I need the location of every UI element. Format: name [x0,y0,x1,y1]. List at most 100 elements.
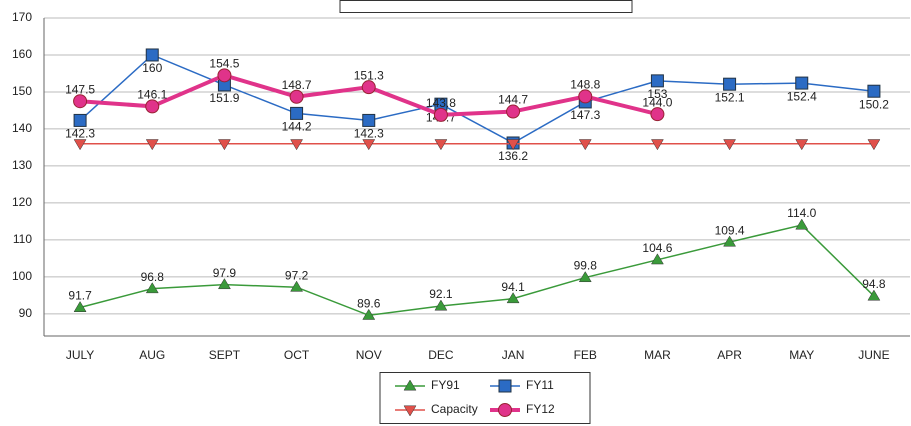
data-point [290,280,304,292]
y-tick-label: 150 [12,84,32,98]
x-tick-label: MAR [644,348,671,362]
legend-marker [403,379,417,391]
series-line [79,224,875,317]
data-label: 96.8 [141,270,165,284]
data-label: 150.2 [859,97,889,111]
data-label: 143.8 [426,96,456,110]
x-tick-label: JUNE [858,348,889,362]
data-point [217,139,231,151]
data-point [795,139,809,151]
legend-marker [498,379,512,393]
x-tick-label: MAY [789,348,814,362]
data-label: 148.7 [282,78,312,92]
data-point [362,308,376,320]
data-point [578,271,592,283]
data-label: 151.9 [209,91,239,105]
data-point [506,104,521,119]
data-label: 151.3 [354,68,384,82]
legend-label: Capacity [431,402,478,416]
data-label: 147.3 [570,108,600,122]
data-label: 152.1 [715,90,745,104]
data-label: 142.3 [354,127,384,141]
data-point [867,139,881,151]
data-point [73,139,87,151]
data-label: 94.8 [862,277,886,291]
data-point [362,113,376,127]
data-point [650,253,664,265]
series-line [79,54,875,144]
x-tick-label: FEB [574,348,597,362]
x-tick-label: JULY [66,348,94,362]
data-point [650,139,664,151]
data-label: 153 [647,87,667,101]
data-point [650,107,665,122]
data-point [723,77,737,91]
data-point [433,107,448,122]
data-point [289,89,304,104]
data-label: 154.5 [209,56,239,70]
data-point [362,139,376,151]
data-label: 94.1 [501,280,525,294]
legend-label: FY12 [526,402,555,416]
data-point [290,139,304,151]
data-point [506,139,520,151]
x-tick-label: APR [717,348,742,362]
data-point [434,299,448,311]
data-label: 91.7 [68,289,92,303]
data-point [506,292,520,304]
data-label: 89.6 [357,296,381,310]
data-label: 104.6 [642,241,672,255]
data-point [145,282,159,294]
data-point [145,139,159,151]
data-point [73,94,88,109]
data-label: 92.1 [429,287,453,301]
data-point [867,289,881,301]
data-point [361,80,376,95]
y-tick-label: 130 [12,158,32,172]
y-tick-label: 110 [13,232,32,246]
data-label: 144.2 [282,120,312,134]
legend-label: FY11 [526,378,554,392]
data-label: 97.2 [285,268,309,282]
x-tick-label: SEPT [209,348,241,362]
legend-marker [498,403,512,417]
data-point [145,48,159,62]
y-tick-label: 160 [12,47,32,61]
y-tick-label: 90 [19,306,33,320]
data-point [723,139,737,151]
data-point [650,74,664,88]
data-point [723,235,737,247]
legend-marker [403,405,417,417]
data-point [217,278,231,290]
x-tick-label: AUG [139,348,165,362]
legend-box [379,372,591,424]
data-label: 97.9 [213,266,237,280]
data-label: 144.7 [498,93,528,107]
y-tick-label: 120 [12,195,32,209]
data-label: 147.5 [65,82,95,96]
data-point [795,76,809,90]
data-point [73,301,87,312]
data-label: 146.1 [137,88,167,102]
data-label: 160 [142,61,162,75]
y-tick-label: 140 [12,121,32,135]
data-label: 148.8 [570,78,600,92]
x-tick-label: JAN [502,348,525,362]
y-tick-label: 170 [12,10,32,24]
data-label: 142.3 [65,127,95,141]
x-tick-label: NOV [356,348,382,362]
data-label: 109.4 [715,223,745,237]
title-box [339,0,633,13]
data-label: 114.0 [787,206,816,220]
data-point [290,106,304,120]
x-tick-label: DEC [428,348,454,362]
data-point [434,139,448,151]
data-point [578,139,592,151]
legend-label: FY91 [431,378,460,392]
y-tick-label: 100 [12,269,32,283]
data-label: 152.4 [787,89,817,103]
x-tick-label: OCT [284,348,310,362]
data-point [867,84,881,98]
data-label: 99.8 [574,259,598,273]
